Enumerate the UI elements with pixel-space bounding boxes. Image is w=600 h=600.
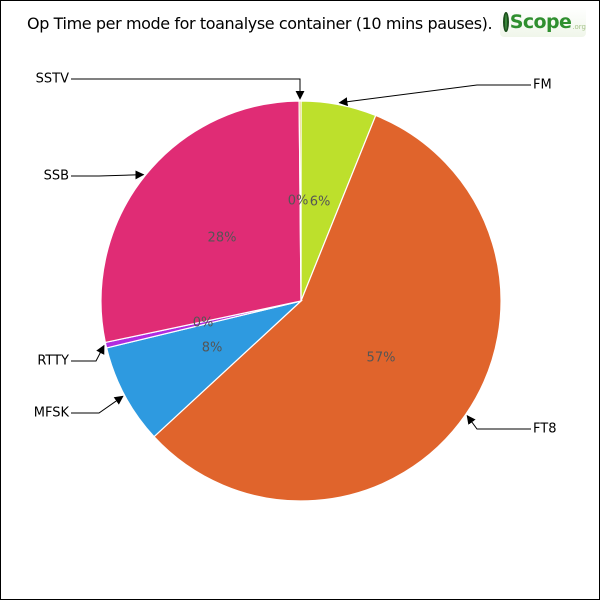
category-label-mfsk: MFSK: [34, 406, 70, 421]
logo-suffix: .org: [572, 23, 586, 31]
pie-slices: [100, 100, 502, 502]
percent-label-ft8: 57%: [367, 351, 396, 366]
pie-slice-ssb: [100, 100, 302, 344]
leader-line-ssb: [71, 170, 145, 180]
percent-label-fm: 6%: [310, 195, 331, 210]
logo-name: Scope: [509, 11, 572, 33]
chart-title: Op Time per mode for toanalyse container…: [27, 14, 493, 33]
pie-slice-sstv: [298, 100, 302, 302]
leader-line-fm: [338, 84, 531, 107]
percent-labels: 6% 57% 8% 0% 28% 0%: [193, 194, 396, 366]
category-label-fm: FM: [533, 78, 552, 93]
leader-line-sstv: [71, 78, 305, 100]
category-label-rtty: RTTY: [37, 354, 69, 369]
leader-lines: FM FT8 MFSK RTTY SSB SSTV: [34, 72, 557, 437]
pie-slice-ft8: [153, 114, 502, 502]
pie-chart: 6% 57% 8% 0% 28% 0% FM FT8 MFSK RTTY SSB SSTV: [34, 72, 557, 502]
leader-line-ft8: [466, 414, 531, 430]
pie-slice-mfsk: [105, 299, 304, 438]
magnifier-icon: [503, 12, 509, 32]
percent-label-rtty: 0%: [193, 316, 214, 331]
percent-label-ssb: 28%: [208, 231, 237, 246]
percent-label-sstv: 0%: [288, 194, 309, 209]
percent-label-mfsk: 8%: [202, 341, 223, 356]
leader-line-mfsk: [71, 395, 124, 414]
category-label-sstv: SSTV: [36, 72, 69, 87]
scope-logo: Scope .org: [500, 7, 586, 37]
category-label-ft8: FT8: [533, 422, 556, 437]
leader-line-rtty: [71, 344, 105, 362]
category-label-ssb: SSB: [44, 169, 69, 184]
